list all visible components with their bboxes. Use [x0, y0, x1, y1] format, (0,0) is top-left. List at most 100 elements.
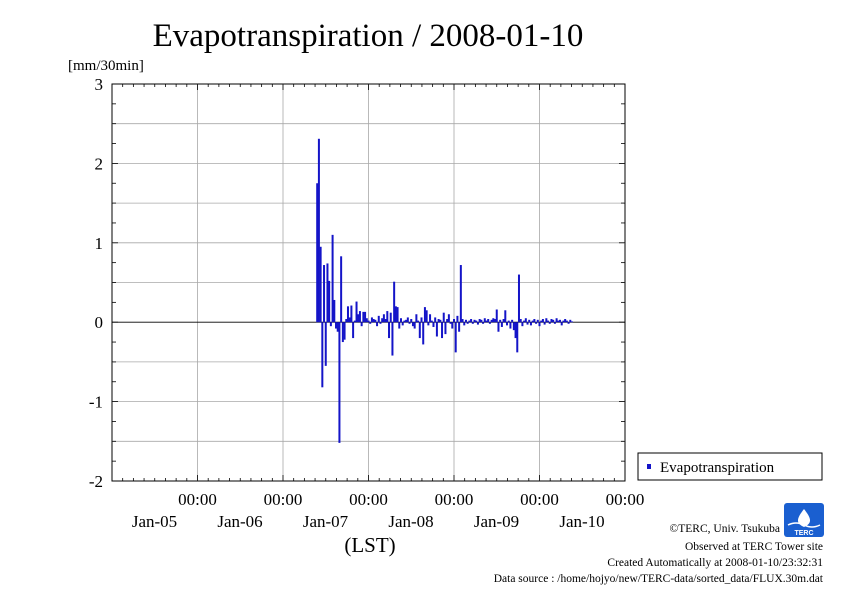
footer-source: Data source : /home/hojyo/new/TERC-data/…: [494, 573, 824, 585]
x-tick-time: 00:00: [349, 490, 388, 509]
bar: [391, 322, 394, 356]
bar: [338, 322, 341, 443]
bar: [374, 319, 377, 323]
legend-swatch: [647, 464, 651, 469]
bar: [394, 306, 397, 323]
water-drop-icon: [797, 509, 811, 527]
x-axis-label: (LST): [344, 533, 395, 557]
bar: [495, 309, 498, 323]
bar: [459, 265, 462, 323]
bar: [550, 319, 553, 323]
bar: [528, 319, 531, 323]
bar: [519, 319, 522, 323]
bar: [430, 320, 433, 323]
bar: [372, 319, 375, 323]
wave-icon: [787, 522, 821, 528]
bar: [323, 265, 326, 323]
bar: [447, 314, 450, 323]
x-tick-date: Jan-06: [217, 512, 262, 531]
grid: [112, 84, 625, 481]
x-tick-time: 00:00: [178, 490, 217, 509]
bar: [446, 319, 449, 323]
bar: [435, 322, 438, 337]
bar: [476, 322, 479, 325]
bar: [384, 319, 387, 323]
bar: [379, 322, 382, 324]
legend-box: [637, 452, 823, 481]
bar: [526, 322, 529, 325]
bar: [415, 314, 418, 323]
bar: [521, 322, 524, 327]
bar: [471, 322, 474, 324]
footer-observed: Observed at TERC Tower site: [685, 541, 823, 553]
bar: [442, 312, 445, 323]
bar: [555, 318, 558, 323]
bar: [324, 322, 327, 366]
bar: [399, 318, 402, 323]
bar-series-evapotranspiration: [316, 138, 573, 443]
bar: [545, 318, 548, 323]
bar: [381, 318, 384, 323]
bar: [543, 322, 546, 325]
bar: [410, 319, 413, 323]
bar: [365, 318, 368, 323]
bar: [345, 319, 348, 323]
bar: [502, 319, 505, 323]
bar: [512, 322, 515, 331]
bar: [559, 319, 562, 323]
bar: [389, 312, 392, 323]
bar: [569, 319, 572, 323]
bar: [565, 320, 568, 323]
bar: [331, 234, 334, 323]
bar: [480, 319, 483, 323]
logo-text: TERC: [794, 530, 813, 537]
bar: [346, 306, 349, 323]
bar: [333, 299, 336, 323]
bar: [423, 307, 426, 323]
bar: [453, 319, 455, 323]
x-tick-time: 00:00: [606, 490, 645, 509]
y-axis-unit: [mm/30min]: [68, 58, 144, 74]
bar: [336, 322, 339, 332]
bar: [406, 317, 409, 323]
bar: [396, 307, 399, 323]
bar: [352, 322, 355, 339]
bar: [377, 315, 380, 323]
terc-logo: TERC: [784, 503, 824, 537]
bar: [516, 322, 519, 353]
bar: [386, 311, 389, 323]
bar: [536, 319, 539, 323]
bar: [475, 320, 478, 323]
bar: [420, 317, 423, 323]
bar: [466, 322, 469, 324]
bar: [497, 322, 500, 332]
bar: [461, 319, 464, 323]
bar: [418, 322, 421, 339]
bar: [552, 319, 555, 323]
bar: [485, 320, 488, 323]
bar: [478, 319, 481, 323]
x-tick-date: Jan-10: [559, 512, 604, 531]
bar: [364, 311, 367, 323]
bar: [499, 319, 502, 323]
bar: [533, 319, 536, 323]
bar: [328, 280, 331, 323]
bar: [350, 305, 353, 323]
bar: [437, 319, 440, 323]
bar: [329, 322, 332, 327]
x-tick-labels: 00:00Jan-0500:00Jan-0600:00Jan-0700:00Ja…: [132, 490, 645, 531]
bar: [464, 319, 467, 323]
bar: [340, 256, 343, 323]
bar: [360, 322, 363, 327]
bar: [343, 322, 346, 340]
bar: [482, 322, 485, 324]
x-tick-time: 00:00: [520, 490, 559, 509]
bar: [570, 321, 573, 323]
bar: [335, 322, 338, 329]
y-tick-label: 3: [95, 75, 104, 94]
bar: [470, 319, 473, 323]
x-tick-date: Jan-07: [303, 512, 349, 531]
bar: [535, 322, 538, 324]
bar: [507, 320, 510, 323]
